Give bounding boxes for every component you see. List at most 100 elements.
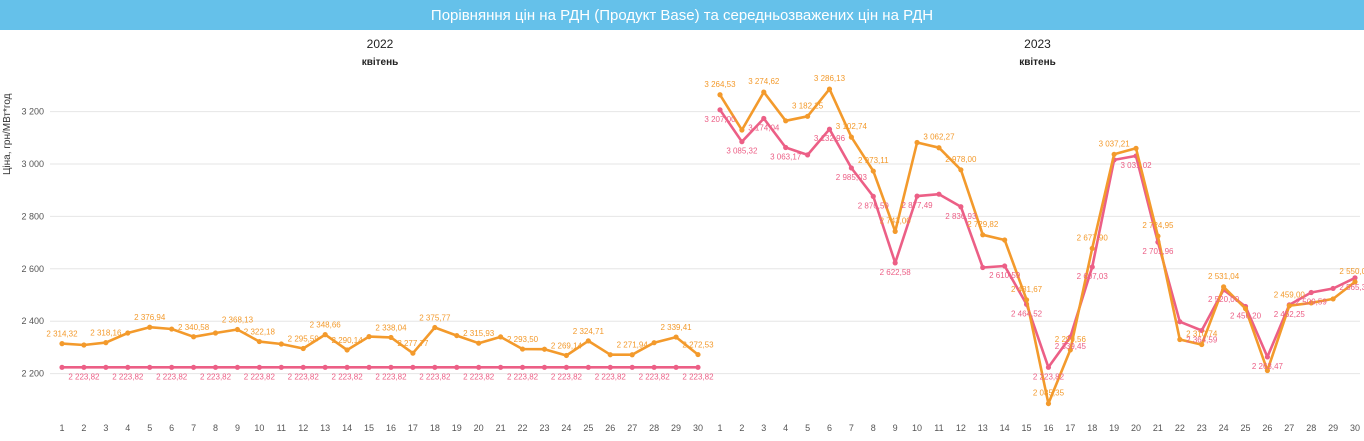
- weighted-avg-data-label: 2 610,59: [989, 271, 1021, 280]
- weighted-avg-data-label: 2 223,82: [595, 372, 627, 381]
- base-price-data-label: 2 310,74: [1186, 330, 1218, 339]
- weighted-avg-data-label: 2 223,82: [156, 372, 188, 381]
- x-tick-label: 6: [827, 423, 832, 433]
- base-price-point: [1264, 367, 1271, 374]
- weighted-avg-point: [1045, 364, 1052, 370]
- x-tick-label: 9: [893, 423, 898, 433]
- base-price-point: [147, 324, 153, 330]
- base-price-data-label: 2 978,00: [945, 155, 977, 164]
- base-price-point: [1286, 303, 1292, 309]
- x-tick-label: 18: [430, 423, 440, 433]
- x-tick-label: 15: [364, 423, 374, 433]
- weighted-avg-data-label: 2 223,82: [639, 372, 671, 381]
- weighted-avg-data-label: 3 207,00: [704, 115, 736, 124]
- weighted-avg-point: [410, 364, 416, 370]
- weighted-avg-point: [519, 364, 526, 370]
- weighted-avg-data-label: 2 985,03: [836, 173, 868, 182]
- base-price-point: [300, 345, 306, 352]
- x-tick-label: 25: [583, 423, 593, 433]
- base-price-point: [1330, 296, 1336, 302]
- base-price-point: [498, 334, 504, 340]
- base-price-data-label: 2 368,13: [222, 316, 254, 325]
- x-tick-label: 27: [627, 423, 637, 433]
- x-tick-label: 10: [912, 423, 922, 433]
- base-price-data-label: 2 743,00: [880, 216, 912, 225]
- x-tick-label: 7: [849, 423, 854, 433]
- base-price-data-label: 2 459,00: [1274, 291, 1306, 300]
- weighted-avg-data-label: 2 836,93: [945, 212, 977, 221]
- x-tick-label: 22: [518, 423, 528, 433]
- x-tick-label: 4: [783, 423, 788, 433]
- weighted-avg-point: [388, 364, 394, 370]
- weighted-avg-point: [81, 364, 87, 370]
- weighted-avg-data-label: 2 509,59: [1296, 297, 1328, 306]
- weighted-avg-point: [1352, 275, 1358, 281]
- base-price-point: [476, 340, 482, 346]
- x-tick-label: 22: [1175, 423, 1185, 433]
- base-price-point: [936, 145, 942, 151]
- x-tick-label: 2: [739, 423, 744, 433]
- weighted-avg-data-label: 2 701,96: [1142, 247, 1174, 256]
- weighted-avg-point: [739, 139, 745, 145]
- base-price-data-label: 2 550,05: [1339, 267, 1364, 276]
- chart-title: Порівняння цін на РДН (Продукт Base) та …: [430, 7, 934, 24]
- weighted-avg-point: [1177, 319, 1183, 325]
- x-tick-label: 25: [1241, 423, 1251, 433]
- base-price-point: [1308, 300, 1314, 306]
- base-price-point: [1177, 336, 1183, 343]
- weighted-avg-point: [432, 364, 438, 370]
- base-price-point: [1133, 145, 1139, 151]
- base-price-point: [519, 346, 526, 352]
- x-tick-label: 8: [871, 423, 876, 433]
- base-price-point: [848, 134, 854, 140]
- base-price-data-label: 2 973,11: [858, 156, 889, 165]
- weighted-avg-data-label: 2 223,82: [551, 372, 583, 381]
- weighted-avg-point: [322, 364, 328, 370]
- base-price-point: [980, 232, 986, 238]
- y-tick-label: 2 800: [21, 211, 44, 221]
- base-price-data-label: 2 481,67: [1011, 285, 1043, 294]
- x-tick-label: 7: [191, 423, 196, 433]
- weighted-avg-data-label: 2 877,49: [901, 201, 933, 210]
- weighted-avg-point: [454, 364, 460, 370]
- weighted-avg-point: [278, 364, 284, 370]
- base-price-point: [870, 168, 876, 174]
- weighted-avg-data-label: 3 174,04: [748, 123, 780, 132]
- base-price-point: [1155, 233, 1161, 239]
- x-tick-label: 14: [342, 423, 352, 433]
- x-tick-label: 3: [103, 423, 108, 433]
- weighted-avg-point: [1199, 327, 1205, 334]
- x-tick-label: 16: [386, 423, 396, 433]
- x-tick-label: 20: [474, 423, 484, 433]
- weighted-avg-point: [59, 364, 65, 370]
- x-tick-label: 24: [561, 423, 571, 433]
- x-tick-label: 26: [605, 423, 615, 433]
- weighted-avg-data-label: 2 462,25: [1274, 310, 1306, 319]
- base-price-data-label: 2 290,56: [1055, 335, 1087, 344]
- weighted-avg-data-label: 2 223,82: [332, 372, 364, 381]
- x-tick-label: 11: [277, 423, 286, 433]
- weighted-avg-point: [585, 364, 591, 370]
- base-price-point: [103, 340, 109, 346]
- weighted-avg-point: [607, 364, 613, 370]
- weighted-avg-data-label: 2 223,82: [112, 372, 144, 381]
- weighted-avg-point: [848, 165, 854, 171]
- x-tick-label: 1: [59, 423, 64, 433]
- base-price-line-2022: [61, 325, 699, 357]
- weighted-avg-point: [629, 364, 635, 370]
- weighted-avg-data-label: 2 223,82: [200, 372, 232, 381]
- base-price-point: [256, 338, 262, 345]
- base-price-point: [804, 113, 811, 119]
- x-tick-label: 27: [1284, 423, 1294, 433]
- base-price-point: [81, 342, 87, 348]
- x-tick-label: 3: [761, 423, 766, 433]
- x-tick-label: 13: [978, 423, 988, 433]
- base-price-data-label: 2 724,95: [1142, 221, 1174, 230]
- base-price-point: [388, 334, 394, 341]
- x-tick-label: 30: [693, 423, 703, 433]
- weighted-avg-data-label: 2 223,82: [1033, 372, 1065, 381]
- x-tick-label: 19: [452, 423, 462, 433]
- y-axis-label: Ціна, грн/МВт*год: [2, 93, 13, 175]
- weighted-avg-point: [673, 364, 679, 370]
- x-tick-label: 12: [956, 423, 966, 433]
